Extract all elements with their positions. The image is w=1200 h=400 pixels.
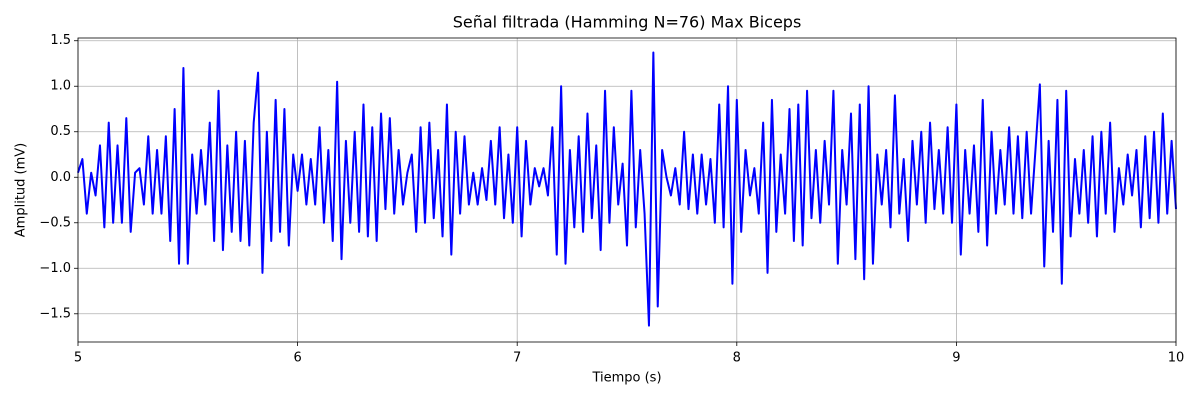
y-tick-label: 0.5: [50, 124, 71, 139]
y-tick-label: −1.0: [39, 261, 71, 276]
x-tick-label: 10: [1168, 351, 1185, 366]
x-tick-label: 8: [733, 351, 741, 366]
y-tick-label: −1.5: [39, 306, 71, 321]
y-axis-label: Amplitud (mV): [14, 143, 29, 237]
y-tick-label: 1.5: [50, 33, 71, 48]
axes-frame: [77, 37, 1177, 343]
plot-area: [77, 51, 1177, 327]
x-tick-label: 5: [74, 351, 82, 366]
x-tick-label: 6: [293, 351, 301, 366]
x-axis-label: Tiempo (s): [591, 371, 661, 386]
x-tick-label: 7: [513, 351, 521, 366]
x-tick-label: 9: [952, 351, 960, 366]
y-tick-label: 1.0: [50, 79, 71, 94]
signal-line: [77, 51, 1177, 327]
y-tick-label: −0.5: [39, 215, 71, 230]
y-tick-label: 0.0: [50, 170, 71, 185]
chart-title: Señal filtrada (Hamming N=76) Max Biceps: [453, 13, 802, 32]
